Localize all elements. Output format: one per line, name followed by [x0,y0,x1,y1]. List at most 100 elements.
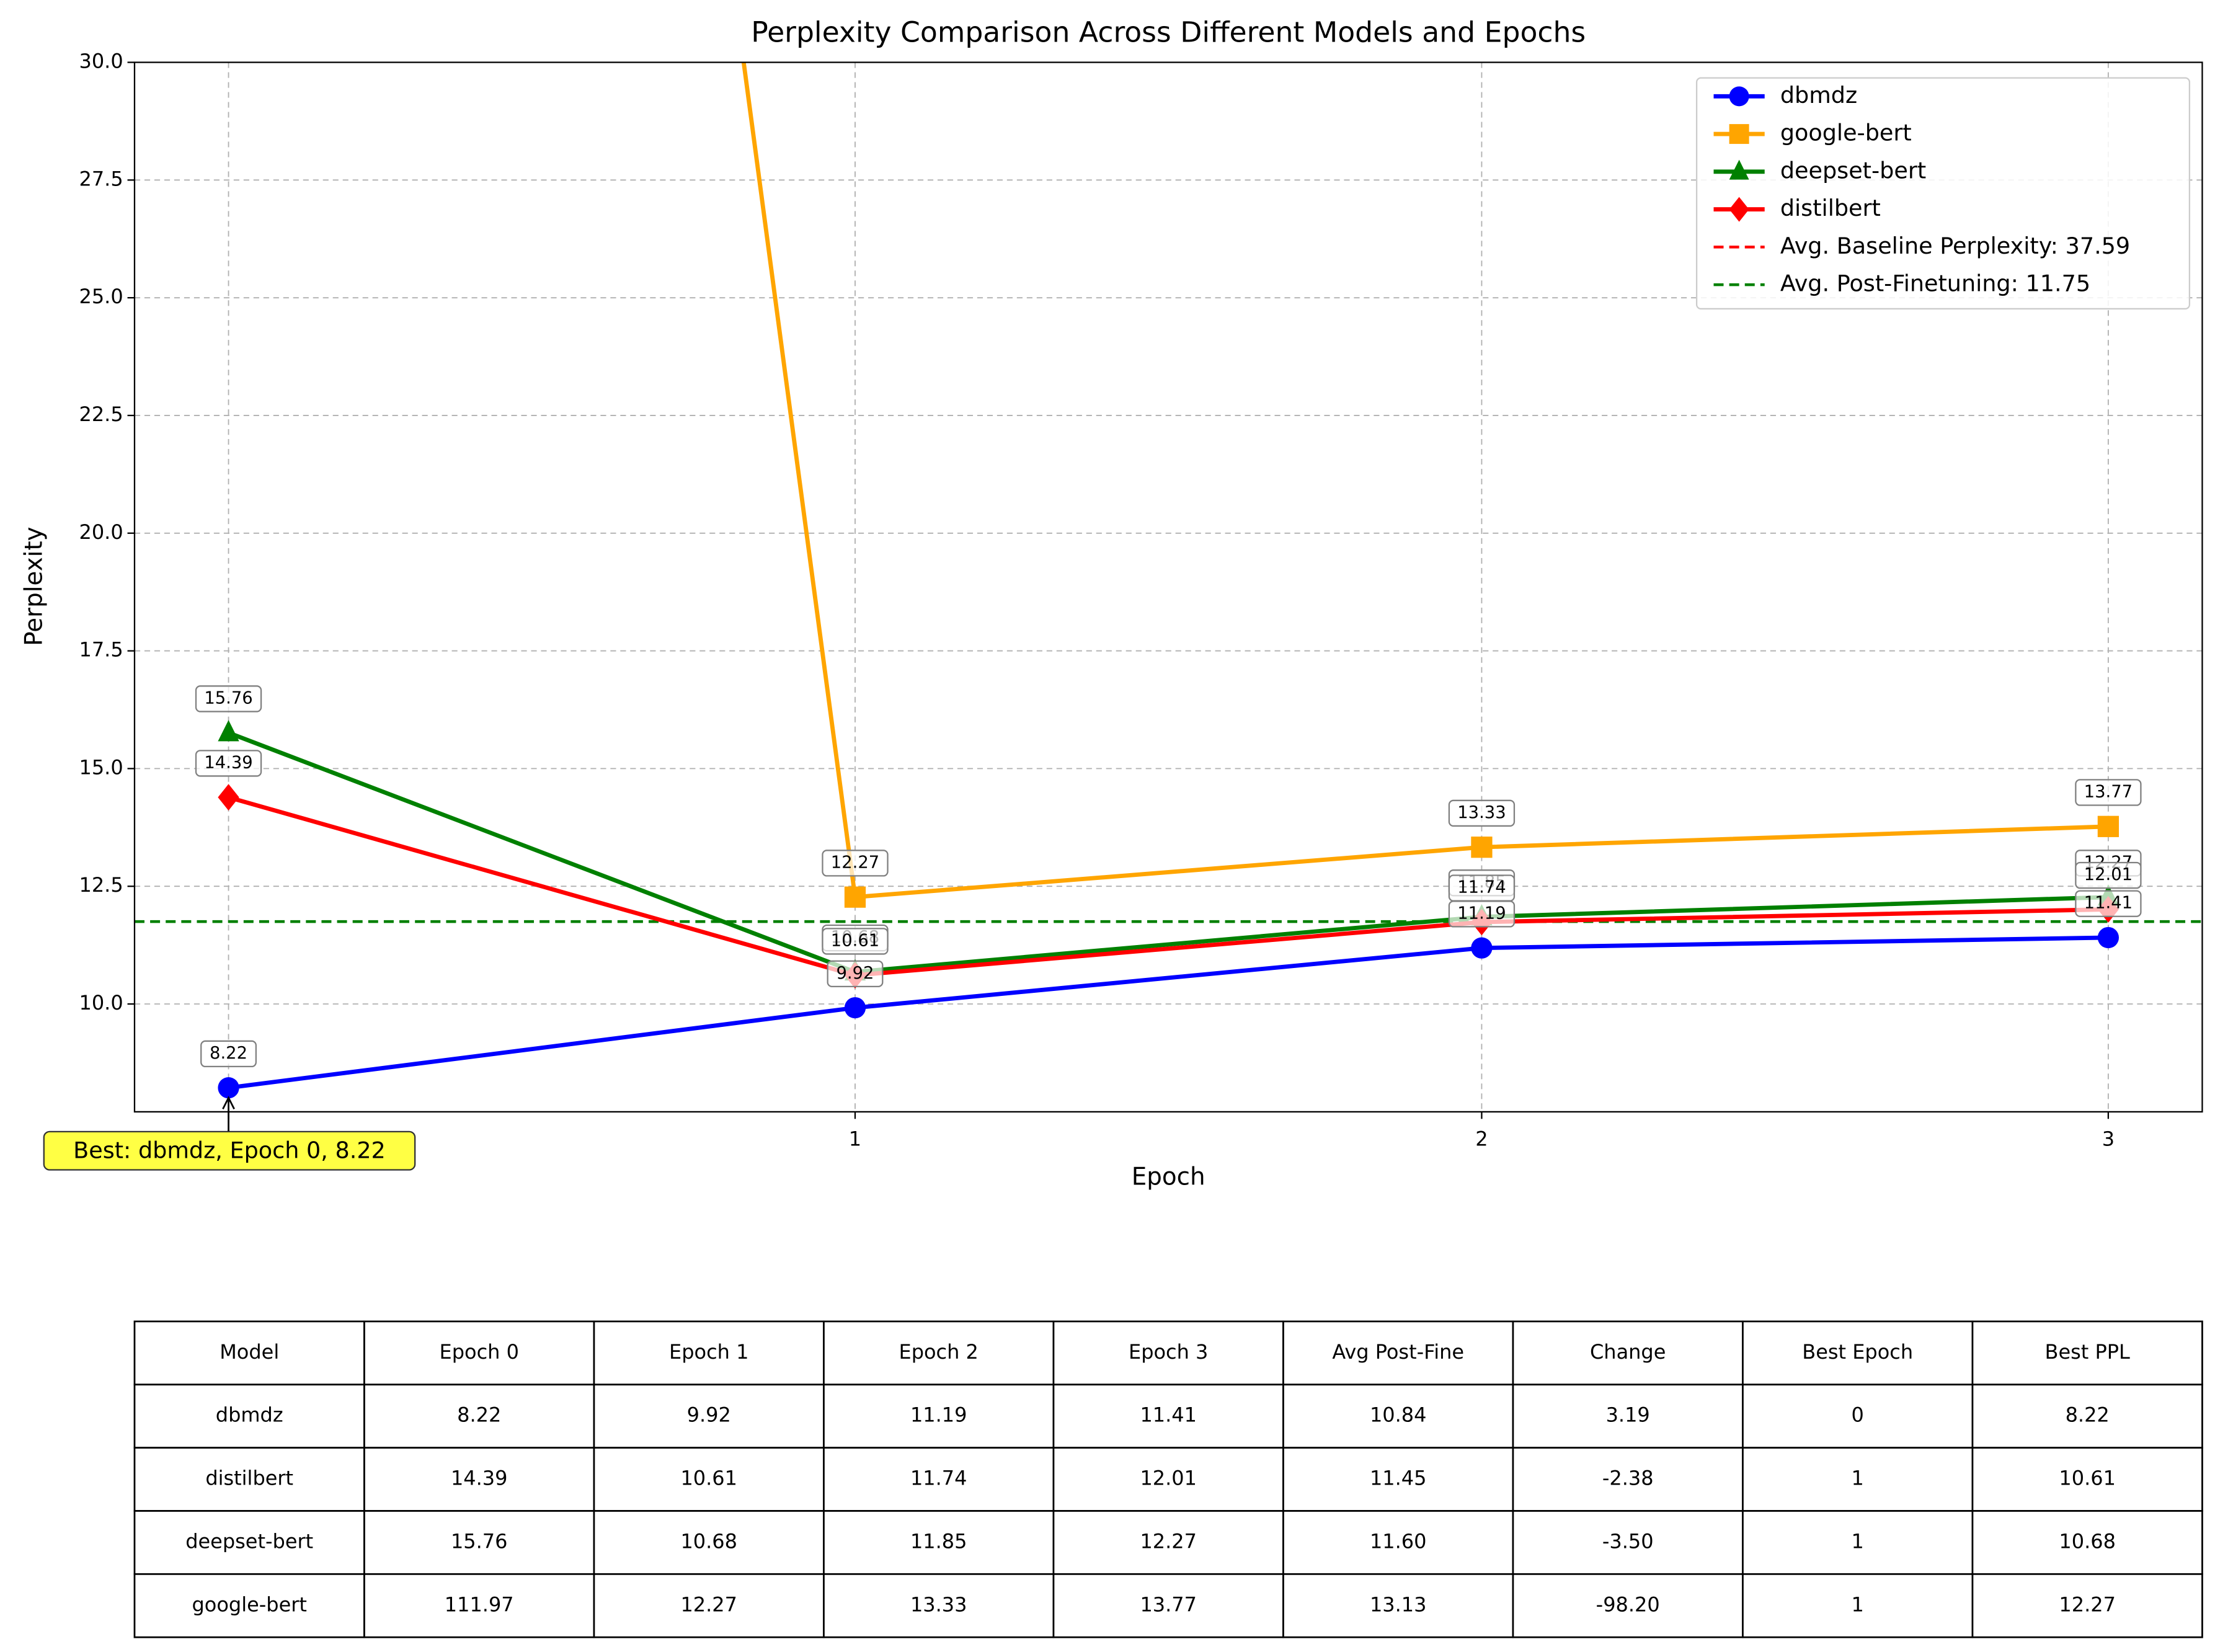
x-axis-label: Epoch [1132,1163,1205,1191]
table-cell-text: Change [1590,1340,1666,1364]
table-cell [1282,1383,1514,1449]
table-cell-text: 10.61 [2059,1467,2116,1490]
y-tick-label: 17.5 [79,638,123,662]
legend-label: distilbert [1780,195,1881,221]
data-label: 12.27 [822,850,889,877]
table-cell-text: distilbert [205,1467,293,1490]
table-cell-text: 11.60 [1370,1529,1427,1553]
table-cell [1971,1573,2203,1638]
legend: dbmdz google-bert deepset-bert distilbert Av… [1695,77,2191,310]
data-label-text: 13.77 [2084,782,2133,801]
data-label: 13.77 [2075,779,2142,806]
table-cell [1971,1447,2203,1512]
data-label-box [1448,874,1516,902]
table-cell-text: Epoch 1 [669,1340,748,1364]
marker [1729,159,1749,180]
table-cell-text: Avg Post-Fine [1332,1340,1464,1364]
table-cell [133,1383,365,1449]
marker [1729,197,1749,222]
series-line [228,795,2108,978]
table-cell-text: 13.13 [1370,1592,1427,1616]
table-cell-text: -2.38 [1602,1467,1654,1490]
data-label: 12.01 [2075,861,2142,889]
table-cell-text: Model [220,1340,279,1364]
series-line [228,935,2108,1090]
data-label: 14.39 [195,750,262,777]
x-tick-label: 3 [2102,1127,2115,1151]
table-cell-text: 0 [1852,1403,1864,1427]
x-tick-label: 1 [849,1127,861,1151]
data-label-box [2075,890,2142,917]
table-cell [1742,1510,1974,1575]
y-axis-label: Perplexity [20,526,48,646]
annotation-arrowhead [222,1096,235,1110]
data-label: 9.92 [827,960,884,987]
data-label: 13.33 [1448,799,1516,827]
table-cell [1512,1510,1744,1575]
data-label: 8.22 [200,1040,257,1068]
table-cell-text: 11.41 [1140,1403,1197,1427]
marker [1471,937,1493,959]
table-cell-text: -3.50 [1602,1529,1654,1553]
table-cell-text: 8.22 [2066,1403,2110,1427]
table-cell [823,1383,1055,1449]
table-cell-text: deepset-bert [185,1529,313,1553]
table-cell [133,1447,365,1512]
table: Model Epoch 0 Epoch 1 Epoch 2 Epoch 3 Avg Pos… [133,1320,2203,1638]
table-cell [133,1510,365,1575]
table-cell-text: 10.61 [680,1467,737,1490]
x-tick-label: 2 [1475,1127,1488,1151]
marker [218,1077,239,1099]
data-label-text: 8.22 [210,1044,247,1063]
data-label-text: 10.61 [831,931,879,950]
data-label-box [195,750,262,777]
y-tick-label: 25.0 [79,285,123,308]
data-label-text: 14.39 [204,753,252,772]
series-line [228,731,2108,974]
table-cell-text: 8.22 [457,1403,501,1427]
data-label-box [827,960,884,987]
y-tick-label: 20.0 [79,520,123,544]
table-cell-text: 12.01 [1140,1467,1197,1490]
chart-title: Perplexity Comparison Across Different M… [751,16,1586,48]
table-cell-text: 14.39 [451,1467,508,1490]
table-cell [593,1447,825,1512]
series-line [741,62,2108,900]
legend-label: google-bert [1780,120,1912,146]
table-cell-text: 11.45 [1370,1467,1427,1490]
table-cell-text: 12.27 [680,1592,737,1616]
data-label-box [822,850,889,877]
table-cell-text: dbmdz [216,1403,283,1427]
marker [844,886,866,908]
data-label-text: 13.33 [1457,803,1506,822]
table-cell-text: Epoch 3 [1129,1340,1208,1364]
table-cell [1052,1447,1284,1512]
table-cell-text: 11.74 [910,1467,967,1490]
table-cell-text: 13.33 [910,1592,967,1616]
marker [1729,86,1749,107]
marker [1471,837,1493,858]
table-cell-text: 10.68 [680,1529,737,1553]
data-label-box [1448,799,1516,827]
table-cell [593,1510,825,1575]
data-label-text: 12.01 [2084,865,2133,884]
table-cell-text: 111.97 [445,1592,514,1616]
annotation-box [43,1130,416,1171]
table-cell [1742,1383,1974,1449]
table-cell-text: -98.20 [1596,1592,1660,1616]
table-cell [363,1320,595,1386]
annotation-text: Best: dbmdz, Epoch 0, 8.22 [73,1137,386,1163]
marker [218,720,239,742]
table-cell-text: 1 [1852,1529,1864,1553]
table-cell [363,1383,595,1449]
data-label-box [822,928,889,955]
legend-box [1695,77,2191,310]
table-cell-text: Epoch 0 [440,1340,519,1364]
table-cell [823,1573,1055,1638]
data-label-text: 9.92 [836,964,874,983]
table-cell-text: 12.27 [2059,1592,2116,1616]
y-tick-label: 22.5 [79,402,123,426]
data-label-box [200,1040,257,1068]
